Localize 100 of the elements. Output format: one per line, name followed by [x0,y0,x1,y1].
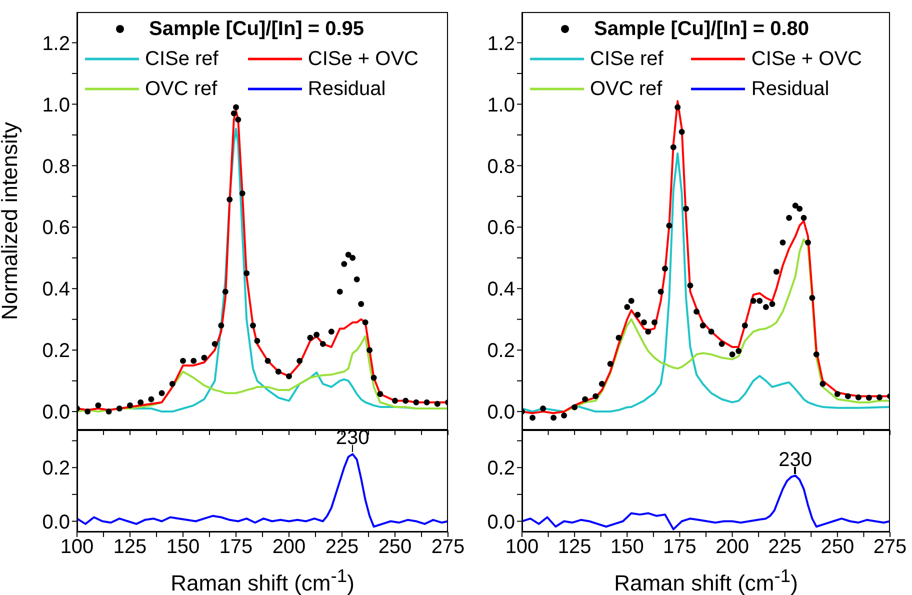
point [218,322,224,328]
x-tick-label: 250 [820,536,854,558]
point [366,347,373,354]
point [866,394,872,401]
legend-label: Sample [Cu]/[In] = 0.80 [594,17,810,42]
line-series [77,335,448,413]
point [180,358,186,364]
point [786,214,792,221]
legend-label: OVC ref [145,77,218,102]
point [148,396,154,402]
y-tick-label: 0.2 [42,340,70,362]
y-tick-label: 0.2 [487,458,515,480]
point [212,340,218,347]
point [792,202,798,209]
point [762,304,769,310]
point [572,404,578,410]
y-tick-label: 0.0 [487,402,515,424]
y-tick-label: 0.6 [42,217,70,240]
legend-label: CISe ref [145,47,218,72]
point [780,240,786,246]
y-tick-label: 1.0 [487,94,515,116]
x-tick-label: 275 [431,536,465,558]
point [345,252,352,258]
point [645,328,652,335]
x-tick-label: 100 [60,536,94,558]
point [138,399,144,406]
x-tick-label: 150 [166,536,200,558]
point [233,104,239,110]
legend-label: CISe ref [590,47,664,72]
point [640,319,647,326]
point [598,380,605,387]
point [314,332,320,338]
point [307,334,314,341]
point [666,222,672,229]
point [718,340,725,347]
point [773,268,780,275]
x-tick-label: 125 [113,536,147,558]
point [694,308,700,315]
point [244,270,250,276]
point [377,391,384,398]
point [230,110,237,116]
point [813,351,820,358]
point [540,405,546,412]
point [670,144,676,150]
point [634,312,641,318]
point [800,214,807,221]
point [750,298,756,304]
legend-label: Residual [751,77,830,102]
point [756,298,763,304]
y-tick-label: 1.2 [487,32,515,55]
point [336,288,343,295]
point [158,390,165,396]
point [341,261,348,268]
point [434,400,440,407]
x-tick-label: 175 [219,536,253,558]
point [286,373,292,380]
point [362,319,368,326]
legend-label: Residual [308,77,386,102]
y-tick-label: 0.8 [42,156,70,178]
point [320,340,326,347]
point [235,116,242,123]
point [683,206,690,212]
annotation: 230 [778,448,814,471]
point [264,358,271,364]
x-tick-label: 225 [768,536,802,558]
point [624,304,630,310]
point [350,254,356,261]
y-tick-label: 0.0 [42,511,70,534]
point [413,399,420,406]
point [820,380,826,387]
point [809,294,816,301]
point [687,282,694,289]
line-series [77,453,448,528]
point [127,402,133,408]
point [424,399,430,406]
point [582,396,588,402]
x-axis-title: Raman shift (cm$^{-1}$) [613,564,799,595]
point [116,405,122,412]
point [876,394,882,400]
point [530,414,536,421]
point [402,398,409,404]
point [254,338,260,344]
point [190,358,197,364]
point [742,322,748,328]
point [370,374,377,381]
legend-label: CISe + OVC [751,47,862,72]
x-tick-label: 225 [325,536,359,558]
y-tick-label: 0.6 [487,217,515,240]
point [392,398,398,404]
point [674,104,681,110]
point [607,360,614,367]
x-tick-label: 150 [610,536,644,558]
point [678,128,685,135]
point [804,240,811,246]
point [651,319,658,326]
y-tick-label: 0.8 [487,156,515,178]
point [239,190,246,196]
x-tick-label: 250 [378,536,412,558]
point [855,394,862,400]
point [729,351,736,358]
